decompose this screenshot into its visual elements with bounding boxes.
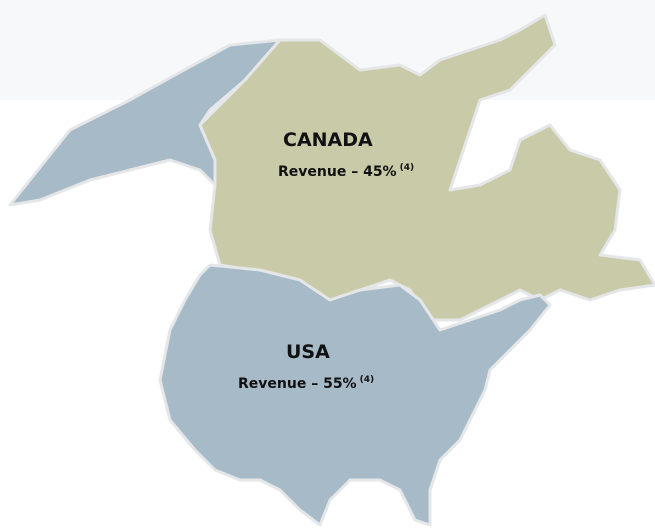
revenue-text: Revenue – 45%	[278, 164, 397, 180]
region-name: CANADA	[283, 129, 373, 151]
usa	[158, 263, 552, 527]
region-revenue: Revenue – 45% (4)	[278, 163, 414, 180]
footnote: (4)	[400, 163, 415, 173]
region-revenue: Revenue – 55% (4)	[238, 375, 374, 392]
footnote: (4)	[360, 375, 375, 385]
region-name: USA	[286, 341, 330, 363]
revenue-text: Revenue – 55%	[238, 376, 357, 392]
